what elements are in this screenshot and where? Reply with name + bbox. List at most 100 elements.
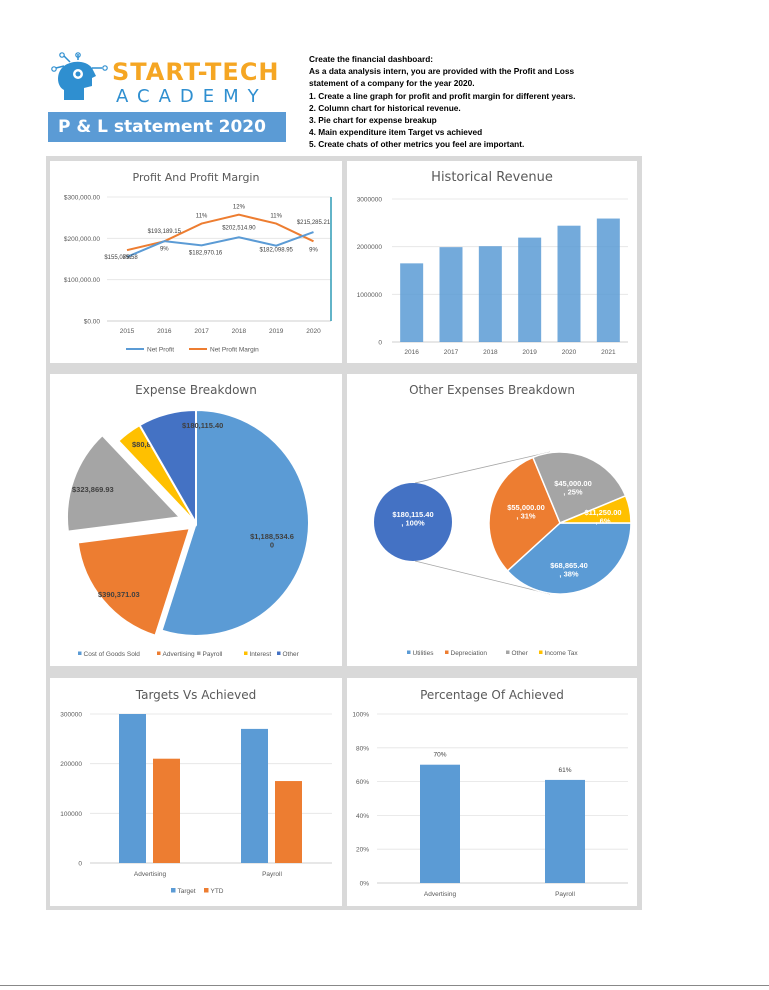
y-tick-label: 100000 [60, 811, 82, 818]
legend-swatch [197, 651, 201, 655]
x-tick-label: 2020 [306, 328, 321, 335]
y-tick-label: 60% [356, 779, 369, 786]
brief-line: 3. Pie chart for expense breakup [309, 115, 437, 126]
x-tick-label: 2020 [562, 349, 577, 356]
legend-label: Income Tax [545, 650, 579, 657]
brief-line: 1. Create a line graph for profit and pr… [309, 90, 576, 101]
margin-label: 9% [160, 246, 169, 252]
profit-chart-panel: Profit And Profit Margin $0.00 $100,000.0… [50, 161, 342, 363]
margin-label: 11% [196, 214, 208, 220]
brief-line: 2. Column chart for historical revenue. [309, 102, 461, 113]
brief-line: statement of a company for the year 2020… [309, 78, 475, 89]
legend-label: YTD [211, 888, 224, 895]
legend-label: Target [178, 888, 196, 895]
expense-slice-label: $180,115.40 [182, 421, 223, 430]
percent-bar [545, 779, 585, 883]
y-tick-label: 0 [378, 340, 382, 347]
other-slice-label: $11,250.00, 6% [584, 508, 621, 526]
legend-label: Cost of Goods Sold [84, 651, 141, 658]
other-pie-chart: $180,115.40, 100% $68,865.40, 38% $55,000.… [374, 451, 632, 657]
legend-label: Depreciation [451, 650, 488, 657]
y-tick-label: $300,000.00 [64, 195, 101, 202]
x-tick-label: 2021 [601, 349, 616, 356]
x-tick-label: 2015 [120, 328, 135, 335]
revenue-bar [478, 246, 502, 342]
y-tick-label: 80% [356, 745, 369, 752]
revenue-bar [518, 237, 542, 342]
y-tick-label: 2000000 [357, 244, 383, 251]
targets-bar [153, 758, 180, 863]
y-tick-label: $0.00 [84, 319, 101, 326]
legend-label: Net Profit Margin [210, 347, 259, 354]
expense-slice [76, 526, 192, 637]
revenue-bar [596, 218, 620, 342]
targets-bar [119, 714, 146, 863]
legend-label: Other [283, 651, 300, 658]
expense-pie-chart: $1,188,534.60$390,371.03$323,869.93$80,8… [66, 408, 310, 658]
divider [0, 985, 769, 986]
y-tick-label: 200000 [60, 761, 82, 768]
revenue-chart-title: Historical Revenue [431, 170, 553, 185]
net-profit-label: $202,514.90 [222, 225, 256, 231]
y-tick-label: 40% [356, 813, 369, 820]
profit-line-chart: $0.00 $100,000.00 $200,000.00 $300,000.00 20… [64, 195, 332, 354]
brief-line: 5. Create chats of other metrics you fee… [309, 139, 525, 150]
revenue-bar [400, 263, 424, 342]
y-tick-label: 0 [78, 861, 82, 868]
x-tick-label: 2017 [194, 328, 209, 335]
net-profit-label: $155,075.58 [104, 255, 138, 261]
percent-data-label: 70% [433, 752, 446, 759]
x-tick-label: 2017 [444, 349, 459, 356]
expense-slice [138, 408, 197, 527]
y-tick-label: 20% [356, 847, 369, 854]
expense-chart-title: Expense Breakdown [135, 383, 257, 397]
revenue-chart-panel: Historical Revenue 0 1000000 2000000 300000… [347, 161, 637, 363]
margin-label: 9% [309, 247, 318, 253]
margin-label: 11% [270, 214, 282, 220]
connector-line [414, 560, 551, 595]
other-slice-label: $68,865.40, 38% [550, 561, 588, 579]
y-tick-label: 3000000 [357, 197, 383, 204]
x-tick-label: 2016 [157, 328, 172, 335]
net-profit-label: $215,285.21 [297, 220, 331, 226]
percent-data-label: 61% [558, 767, 571, 774]
targets-chart-title: Targets Vs Achieved [135, 688, 257, 702]
legend-swatch [539, 650, 543, 654]
y-tick-label: $100,000.00 [64, 277, 101, 284]
expense-slice-label: $323,869.93 [72, 485, 114, 494]
y-tick-label: 100% [352, 712, 369, 719]
revenue-bar-chart: 0 1000000 2000000 3000000 2016 2017 2018 2019 20… [357, 197, 628, 356]
other-slice [506, 522, 632, 595]
targets-bar-chart: 0 100000 200000 300000 Advertising Payroll Tar… [60, 712, 332, 895]
legend-swatch [78, 651, 82, 655]
expense-chart-panel: Expense Breakdown $1,188,534.6 0 $390,371.… [50, 374, 342, 666]
expense-slice-label: $1,188,534.6 0 [250, 532, 294, 550]
page-title: P & L statement 2020 [48, 112, 286, 142]
net-profit-label: $182,970.16 [189, 250, 223, 256]
brief-line: As a data analysis intern, you are provi… [309, 66, 575, 77]
targets-bar [241, 728, 268, 863]
x-tick-label: Advertising [424, 891, 457, 898]
other-slice [559, 494, 632, 524]
brief-line: 4. Main expenditure item Target vs achie… [309, 127, 483, 138]
y-tick-label: 0% [360, 881, 370, 888]
x-tick-label: Payroll [555, 891, 575, 898]
x-tick-label: 2016 [404, 349, 419, 356]
brand-name: START-TECH [112, 58, 280, 86]
net-profit-line [126, 231, 314, 258]
profit-chart-title: Profit And Profit Margin [132, 171, 260, 184]
legend-label: Interest [250, 651, 272, 658]
legend-label: Net Profit [147, 347, 174, 354]
percent-chart-panel: Percentage Of Achieved 0% 20% 40% 60% 80% 100… [347, 678, 637, 906]
other-total-pie [374, 483, 452, 561]
margin-label: 12% [233, 205, 246, 211]
percent-chart-title: Percentage Of Achieved [420, 688, 564, 702]
legend-swatch [407, 650, 411, 654]
legend-swatch [506, 650, 510, 654]
legend-label: Payroll [203, 651, 223, 658]
legend-label: Other [512, 650, 529, 657]
expense-slice [66, 433, 183, 533]
other-chart-title: Other Expenses Breakdown [409, 383, 575, 397]
other-total-label: $180,115.40, 100% [392, 510, 433, 528]
legend-label: Advertising [163, 651, 196, 658]
